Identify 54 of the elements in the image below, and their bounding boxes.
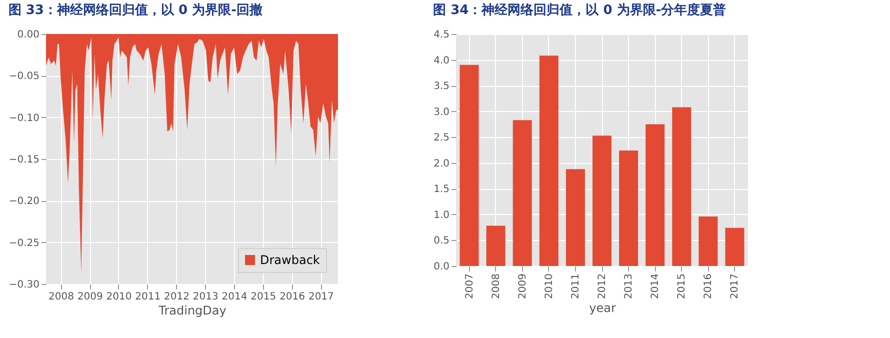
x-tick-label: 2014 <box>650 274 662 299</box>
x-tick-label: 2008 <box>490 274 502 299</box>
bar <box>725 228 744 266</box>
x-tick-label: 2012 <box>597 274 608 299</box>
y-tick-label: 0.5 <box>434 236 450 247</box>
x-tick-label: 2009 <box>77 292 103 302</box>
x-tick-label: 2010 <box>106 292 132 302</box>
chart-title: 图 34：神经网络回归值，以 0 为界限-分年度夏普 <box>433 2 726 18</box>
x-axis-title: TradingDay <box>158 304 226 318</box>
x-tick-label: 2017 <box>308 292 334 302</box>
x-tick-label: 2016 <box>280 292 306 302</box>
x-tick-label: 2015 <box>676 274 688 299</box>
bar <box>672 107 692 266</box>
bar <box>698 216 718 266</box>
x-tick-label: 2010 <box>544 274 555 299</box>
x-tick-label: 2008 <box>48 292 74 302</box>
bar <box>566 169 585 266</box>
bar <box>592 136 612 266</box>
y-tick-label: 4.0 <box>434 55 450 66</box>
bar <box>460 64 479 266</box>
y-tick-label: 1.5 <box>434 184 450 196</box>
y-tick-label: 3.5 <box>434 81 450 92</box>
x-tick-label: 2011 <box>570 274 582 299</box>
x-tick-label: 2009 <box>517 274 528 299</box>
x-tick-label: 2016 <box>703 274 714 299</box>
x-tick-label: 2013 <box>192 292 218 302</box>
y-tick-label: 3.0 <box>434 106 450 118</box>
legend-label: Drawback <box>260 253 320 267</box>
x-tick-label: 2014 <box>222 292 248 302</box>
y-tick-label: −0.10 <box>8 112 40 124</box>
y-tick-label: −0.20 <box>8 196 40 208</box>
y-tick-label: −0.15 <box>8 154 40 166</box>
x-tick-label: 2011 <box>135 292 161 302</box>
bar <box>646 124 665 266</box>
y-tick-label: 2.5 <box>434 132 450 144</box>
x-axis-title: year <box>589 300 616 315</box>
y-tick-label: 4.5 <box>434 30 450 40</box>
x-tick-label: 2013 <box>624 274 635 299</box>
y-tick-label: −0.30 <box>8 280 40 290</box>
x-tick-label: 2017 <box>730 274 741 299</box>
bar <box>486 226 506 266</box>
y-tick-label: −0.25 <box>8 238 40 249</box>
y-tick-label: −0.05 <box>8 71 40 82</box>
y-tick-label: 0.00 <box>17 30 40 40</box>
y-tick-label: 2.0 <box>434 158 450 170</box>
x-tick-label: 2007 <box>464 274 476 299</box>
bar <box>512 120 532 266</box>
x-tick-label: 2015 <box>250 292 276 302</box>
y-tick-label: 0.0 <box>434 262 450 272</box>
y-tick-label: 1.0 <box>434 210 450 221</box>
chart-title: 图 33：神经网络回归值，以 0 为界限-回撤 <box>8 2 262 18</box>
bar <box>619 150 638 266</box>
x-tick-label: 2012 <box>164 292 190 302</box>
bar <box>539 56 558 266</box>
